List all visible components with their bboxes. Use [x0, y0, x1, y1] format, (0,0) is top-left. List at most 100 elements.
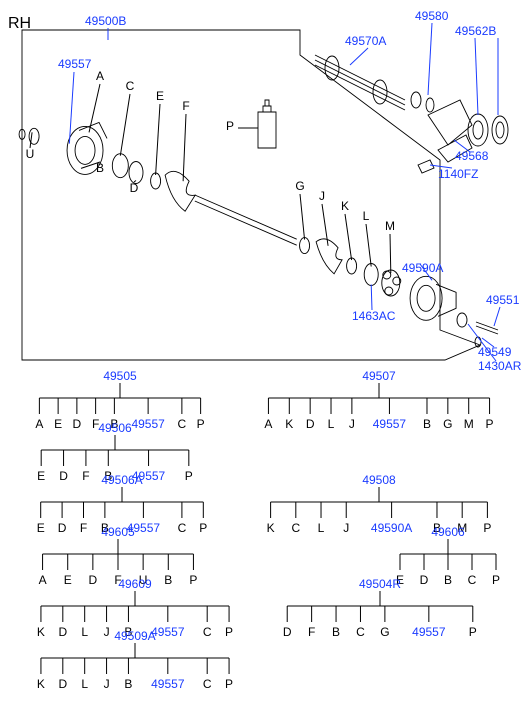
band-G	[300, 238, 310, 254]
label-1140FZ[interactable]: 1140FZ	[438, 167, 478, 181]
tree-label-49507[interactable]: 49507	[362, 369, 396, 383]
part	[426, 98, 434, 112]
tree-49507-leaf-4: J	[349, 417, 355, 431]
tree-49606-leaf-3: C	[468, 573, 477, 587]
tree-49507-leaf-2: D	[306, 417, 315, 431]
tree-49509A-leaf-0: K	[37, 677, 45, 691]
leader	[30, 132, 32, 148]
leader	[156, 104, 160, 175]
part	[265, 100, 269, 106]
tree-49605-leaf-2: D	[89, 573, 98, 587]
part	[385, 287, 393, 295]
tree-49505-leaf-5[interactable]: 49557	[131, 417, 165, 431]
part	[75, 136, 95, 164]
tree-49506-leaf-0: E	[37, 469, 45, 483]
tree-49506A-leaf-6: P	[199, 521, 207, 535]
tree-49506-leaf-2: F	[82, 469, 89, 483]
tree-49509A-leaf-5[interactable]: 49557	[151, 677, 185, 691]
tree-label-49609[interactable]: 49609	[118, 577, 152, 591]
leader	[300, 194, 305, 240]
part	[79, 122, 107, 138]
label-49580[interactable]: 49580	[415, 9, 449, 23]
leader	[345, 214, 352, 260]
tree-49508-leaf-2: L	[318, 521, 325, 535]
part	[417, 285, 435, 311]
tree-49507-leaf-8: M	[464, 417, 474, 431]
tree-49504R-leaf-0: D	[283, 625, 292, 639]
tree-49505-leaf-7: P	[197, 417, 205, 431]
tree-49609-leaf-7: P	[225, 625, 233, 639]
label-49570A[interactable]: 49570A	[345, 34, 386, 48]
leader	[494, 307, 500, 326]
letter-P: P	[226, 119, 234, 133]
tree-49606-leaf-4: P	[492, 573, 500, 587]
shaft-core	[315, 60, 405, 105]
tree-49509A-leaf-6: C	[203, 677, 212, 691]
tree-49507-leaf-3: L	[328, 417, 335, 431]
label-49500B[interactable]: 49500B	[85, 14, 126, 28]
part	[496, 122, 504, 138]
tree-label-49605[interactable]: 49605	[101, 525, 135, 539]
tree-49508-leaf-7: P	[483, 521, 491, 535]
tree-49506-leaf-1: D	[59, 469, 68, 483]
tree-49509A-leaf-2: L	[81, 677, 88, 691]
tree-49508-leaf-4[interactable]: 49590A	[371, 521, 412, 535]
leader	[322, 204, 328, 246]
letter-A: A	[96, 69, 104, 83]
tree-49508-leaf-3: J	[343, 521, 349, 535]
part	[473, 121, 483, 139]
tree-49504R-leaf-5[interactable]: 49557	[412, 625, 446, 639]
tree-49505-leaf-0: A	[35, 417, 43, 431]
axle	[195, 195, 297, 245]
tree-label-49606[interactable]: 49606	[431, 525, 465, 539]
label-1430AR[interactable]: 1430AR	[478, 359, 522, 373]
tree-49605-leaf-5: B	[164, 573, 172, 587]
tree-49505-leaf-1: E	[54, 417, 62, 431]
tree-49506A-leaf-2: F	[80, 521, 87, 535]
boot-J	[316, 239, 342, 274]
label-1463AC[interactable]: 1463AC	[352, 309, 396, 323]
letter-U: U	[26, 147, 35, 161]
letter-F: F	[182, 99, 189, 113]
tree-49506A-leaf-0: E	[37, 521, 45, 535]
tree-label-49509A[interactable]: 49509A	[114, 629, 155, 643]
label-49551[interactable]: 49551	[486, 293, 520, 307]
circlip	[457, 313, 467, 327]
label-49568[interactable]: 49568	[455, 149, 489, 163]
label-49562B[interactable]: 49562B	[455, 24, 496, 38]
tree-49504R-leaf-3: C	[356, 625, 365, 639]
tree-49605-leaf-1: E	[64, 573, 72, 587]
damper	[468, 114, 488, 146]
leader	[428, 23, 432, 95]
label-49549[interactable]: 49549	[478, 345, 512, 359]
tree-label-49506[interactable]: 49506	[98, 421, 132, 435]
tree-49509A-leaf-4: B	[124, 677, 132, 691]
tree-label-49504R[interactable]: 49504R	[359, 577, 401, 591]
leader	[120, 94, 130, 156]
tree-49605-leaf-0: A	[39, 573, 47, 587]
tree-49507-leaf-9: P	[486, 417, 494, 431]
ring-L	[364, 264, 378, 286]
tree-49507-leaf-6: B	[423, 417, 431, 431]
boot-F	[165, 171, 195, 211]
tree-49609-leaf-2: L	[81, 625, 88, 639]
tree-label-49505[interactable]: 49505	[103, 369, 137, 383]
main-frame	[22, 30, 480, 360]
leader	[183, 114, 186, 181]
tree-49506-leaf-5: P	[185, 469, 193, 483]
leader	[371, 285, 372, 311]
tree-49606-leaf-2: B	[444, 573, 452, 587]
tree-49505-leaf-6: C	[178, 417, 187, 431]
tree-49606-leaf-1: D	[420, 573, 429, 587]
tree-49504R-leaf-6: P	[469, 625, 477, 639]
letter-D: D	[130, 181, 139, 195]
label-49557[interactable]: 49557	[58, 57, 92, 71]
tree-label-49508[interactable]: 49508	[362, 473, 396, 487]
tree-49507-leaf-5[interactable]: 49557	[373, 417, 407, 431]
tree-label-49506A[interactable]: 49506A	[101, 473, 142, 487]
tree-49609-leaf-5[interactable]: 49557	[151, 625, 185, 639]
leader	[350, 48, 368, 65]
band-K	[347, 258, 357, 274]
tree-49609-leaf-3: J	[104, 625, 110, 639]
tree-49509A-leaf-3: J	[104, 677, 110, 691]
